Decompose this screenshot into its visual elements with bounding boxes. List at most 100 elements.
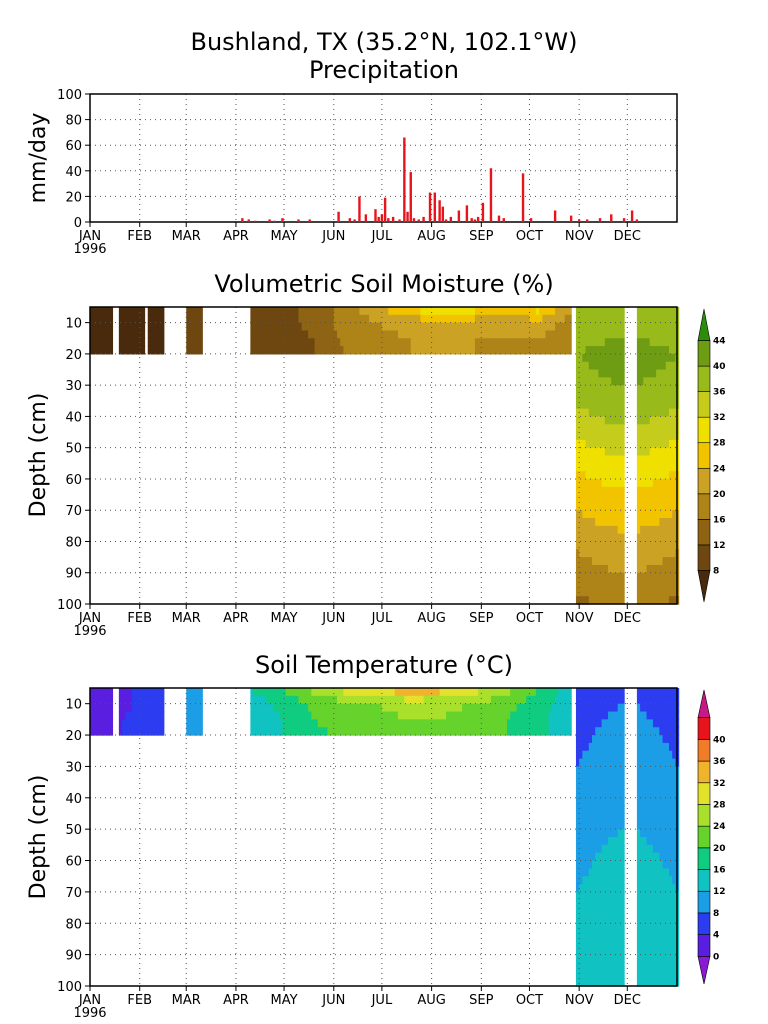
heatmap-cell [649,750,654,760]
heatmap-cell [608,533,612,543]
heatmap-cell [122,688,126,697]
heatmap-cell [662,338,667,347]
heatmap-cell [636,408,641,418]
heatmap-cell [608,447,612,457]
heatmap-cell [662,884,667,893]
heatmap-cell [109,688,114,697]
heatmap-cell [636,938,641,948]
heatmap-cell [617,385,622,394]
heatmap-cell [561,322,566,332]
heatmap-cell [643,954,648,964]
heatmap-cell [260,695,264,705]
heatmap-cell [582,782,587,791]
heatmap-cell [640,400,644,410]
heatmap-cell [189,703,194,713]
heatmap-cell [662,852,667,862]
heatmap-cell [595,557,600,566]
heatmap-cell [649,330,654,339]
heatmap-cell [585,931,590,940]
heatmap-cell [640,322,644,332]
heatmap-cell [276,688,280,697]
heatmap-cell [608,518,612,527]
heatmap-cell [90,330,94,339]
heatmap-cell [665,510,670,519]
heatmap-cell [588,868,593,877]
heatmap-cells [90,688,680,987]
heatmap-cell [122,727,126,736]
heatmap-cell [391,307,396,316]
heatmap-cell [611,978,616,987]
heatmap-cell [672,478,676,488]
heatmap-cell [535,719,540,728]
heatmap-cell [131,688,136,697]
heatmap-cell [649,416,654,425]
heatmap-cell [646,596,651,605]
heatmap-cell [311,322,316,332]
month-label: APR [223,229,249,244]
heatmap-cell [608,735,612,744]
heatmap-cell [595,392,600,402]
heatmap-cell [555,338,559,347]
heatmap-cell [620,541,625,550]
heatmap-cell [656,970,660,979]
heatmap-cell [588,946,593,956]
precip-bar [444,219,448,222]
y-tick-label: 80 [65,917,82,932]
heatmap-cell [150,314,155,324]
heatmap-cell [353,727,357,736]
heatmap-cell [256,719,261,728]
heatmap-cell [500,688,505,697]
month-label: APR [223,611,249,626]
heatmap-cell [260,703,264,713]
heatmap-cell [349,307,354,316]
heatmap-cell [665,954,670,964]
heatmap-cell [385,695,389,705]
heatmap-cell [458,727,463,736]
heatmap-cell [506,703,511,713]
heatmap-cell [649,970,654,979]
heatmap-cell [513,695,518,705]
heatmap-cell [545,314,550,324]
heatmap-cell [314,727,319,736]
heatmap-cell [598,750,603,760]
heatmap-cell [333,307,338,316]
heatmap-cell [575,502,580,511]
heatmap-cell [478,330,482,339]
heatmap-cell [93,346,98,355]
heatmap-cell [588,392,593,402]
heatmap-cell [614,385,619,394]
heatmap-cell [604,439,609,449]
heatmap-cell [643,946,648,956]
heatmap-cell [588,424,593,433]
heatmap-cell [141,688,146,697]
heatmap-cell [582,899,587,909]
heatmap-cell [407,711,412,720]
heatmap-cell [668,970,673,979]
heatmap-cell [353,307,357,316]
heatmap-cell [122,719,126,728]
heatmap-cell [656,525,660,535]
heatmap-cell [646,377,651,386]
heatmap-cell [672,557,676,566]
heatmap-cell [591,361,596,371]
heatmap-cell [617,494,622,503]
heatmap-cell [672,837,676,846]
heatmap-cell [579,392,583,402]
heatmap-cell [591,518,596,527]
heatmap-cell [99,719,104,728]
heatmap-cell [122,346,126,355]
heatmap-cell [308,727,312,736]
heatmap-cell [575,572,580,582]
heatmap-cell [608,876,612,885]
heatmap-cell [611,931,616,940]
heatmap-cell [526,703,531,713]
heatmap-cell [620,478,625,488]
heatmap-cell [665,805,670,815]
heatmap-cell [652,353,657,363]
heatmap-cell [604,447,609,457]
heatmap-cell [442,711,447,720]
heatmap-cell [668,346,673,355]
heatmap-cell [529,322,534,332]
heatmap-cell [199,322,203,332]
heatmap-cell [614,377,619,386]
